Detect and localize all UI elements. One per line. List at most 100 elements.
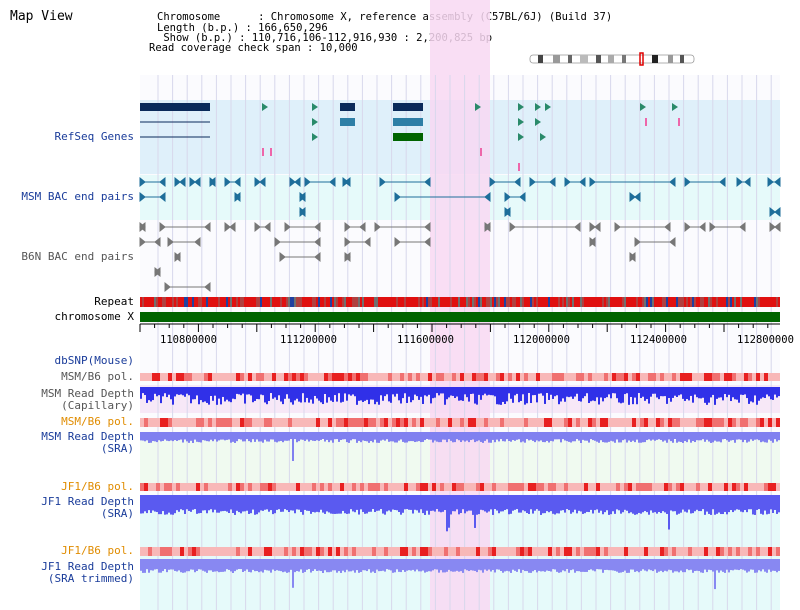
depth-bar [376,559,378,570]
repeat-mark [160,297,162,307]
depth-bar [326,432,328,440]
track-label-msm-depth-capillary-sub[interactable]: (Capillary) [61,399,134,412]
pol-mark [220,483,224,491]
track-label-msm-pol[interactable]: MSM/B6 pol. [61,370,134,383]
depth-bar [524,432,526,443]
pol-mark [428,373,432,381]
repeat-mark [640,297,642,307]
track-label-jf1-depth-sra-sub[interactable]: (SRA) [100,507,134,520]
depth-bar [278,432,280,442]
bac-end [234,176,241,188]
track-label-dbsnp[interactable]: dbSNP(Mouse) [54,354,134,367]
depth-bar [288,495,290,512]
repeat-mark [152,297,154,307]
repeat-mark [230,297,232,307]
depth-bar [518,387,520,403]
depth-bar [376,495,378,511]
depth-bar [270,559,272,573]
depth-bar [644,432,646,443]
depth-bar [240,387,242,396]
pol-mark [552,373,556,381]
track-label-msm-depth-capillary[interactable]: MSM Read Depth [41,387,134,400]
track-label-msm-bac[interactable]: MSM BAC end pairs [21,190,134,203]
depth-bar [258,559,260,573]
depth-bar [366,495,368,514]
depth-bar [720,387,722,398]
pol-mark [288,547,292,556]
track-label-repeat[interactable]: Repeat [94,295,134,308]
pol-mark [456,547,460,556]
depth-bar [216,495,218,513]
depth-bar [372,495,374,510]
pol-mark [628,373,632,381]
axis-tick-label: 111600000 [397,334,454,346]
track-label-refseq[interactable]: RefSeq Genes [54,130,134,143]
pol-mark [148,373,152,381]
bac-end [167,236,174,248]
depth-bar [246,432,248,440]
depth-bar [216,432,218,442]
depth-bar [354,495,356,513]
depth-bar [594,559,596,572]
depth-bar [364,495,366,514]
depth-bar [176,559,178,572]
depth-bar [772,559,774,571]
depth-bar [434,495,436,512]
track-label-msm-depth-sra[interactable]: MSM Read Depth [41,430,134,443]
depth-bar [464,387,466,395]
depth-bar [276,559,278,571]
repeat-mark [534,297,536,307]
bac-end [614,221,621,233]
pol-mark [380,547,384,556]
pol-mark [580,547,584,556]
pol-mark [164,547,168,556]
pol-mark [152,418,156,427]
depth-bar [758,387,760,401]
pol-mark [348,547,352,556]
repeat-mark [542,297,544,307]
depth-bar [654,559,656,570]
pol-mark [676,373,680,381]
pol-mark [356,483,360,491]
repeat-mark [384,297,386,307]
repeat-mark [708,297,710,307]
track-label-jf1-depth-sra[interactable]: JF1 Read Depth [41,495,134,508]
depth-bar [322,432,324,440]
track-label-chromosome[interactable]: chromosome X [54,310,134,323]
track-label-jf1-pol2[interactable]: JF1/B6 pol. [61,544,134,557]
repeat-mark [434,297,436,307]
pol-mark [480,373,484,381]
gene-arrow [312,103,318,111]
track-label-jf1-pol[interactable]: JF1/B6 pol. [61,480,134,493]
repeat-mark [286,297,288,307]
depth-bar [446,559,448,572]
depth-bar [722,387,724,401]
track-label-msm-depth-sra-sub[interactable]: (SRA) [100,442,134,455]
pol-mark [772,483,776,491]
depth-bar [182,495,184,511]
depth-bar [698,432,700,441]
pol-mark [628,483,632,491]
track-label-b6n-bac[interactable]: B6N BAC end pairs [21,250,134,263]
depth-bar [194,387,196,400]
pol-mark [440,483,444,491]
track-label-jf1-depth-trimmed-sub[interactable]: (SRA trimmed) [47,572,134,585]
pol-mark [772,418,776,427]
depth-bar [400,387,402,404]
depth-bar [490,432,492,443]
bac-end [774,206,781,218]
track-label-msm-pol2[interactable]: MSM/B6 pol. [61,415,134,428]
depth-bar [334,495,336,514]
track-label-jf1-depth-trimmed[interactable]: JF1 Read Depth [41,560,134,573]
depth-bar [480,432,482,442]
pol-mark [512,418,516,427]
repeat-mark [758,297,760,307]
depth-bar [660,559,662,571]
pol-mark [752,418,756,427]
repeat-mark [364,297,366,307]
depth-bar [312,432,314,441]
pol-mark [680,547,684,556]
pol-mark [620,373,624,381]
chromosome-ideogram[interactable] [528,52,700,66]
